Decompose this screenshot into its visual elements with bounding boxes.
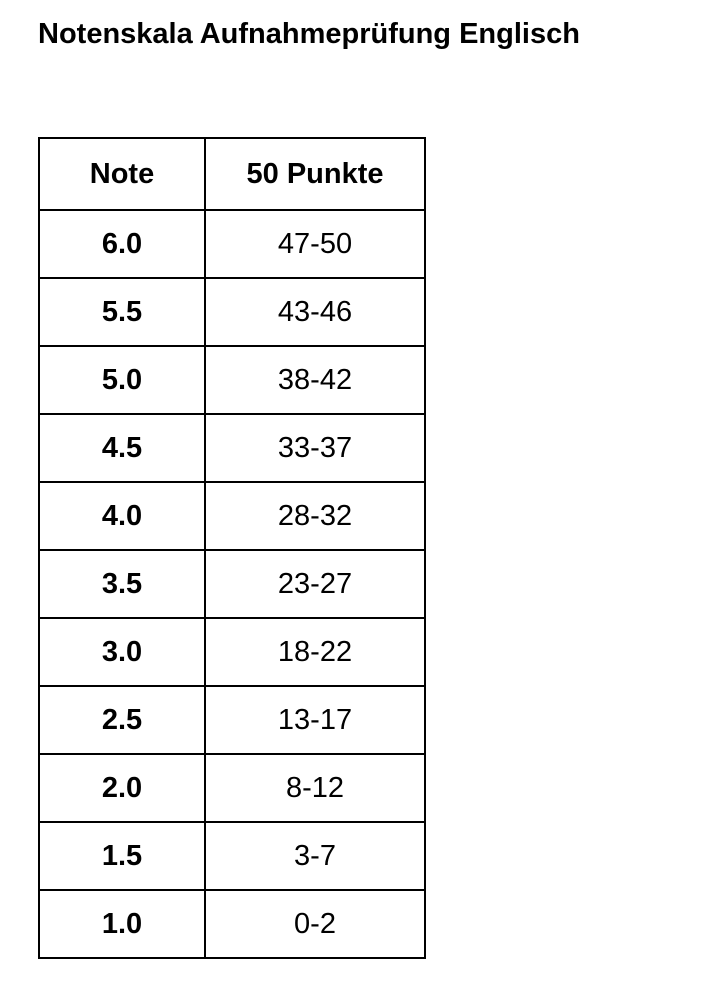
table-row: 3.5 23-27 [38, 549, 426, 619]
grade-cell: 3.0 [38, 617, 206, 687]
points-cell: 47-50 [204, 209, 426, 279]
points-cell: 13-17 [204, 685, 426, 755]
table-row: 4.0 28-32 [38, 481, 426, 551]
points-cell: 23-27 [204, 549, 426, 619]
table-row: 1.5 3-7 [38, 821, 426, 891]
header-note: Note [38, 137, 206, 211]
table-row: 1.0 0-2 [38, 889, 426, 959]
points-cell: 3-7 [204, 821, 426, 891]
table-row: 5.5 43-46 [38, 277, 426, 347]
page-title: Notenskala Aufnahmeprüfung Englisch [38, 18, 580, 50]
grade-cell: 2.0 [38, 753, 206, 823]
grade-table: Note 50 Punkte 6.0 47-50 5.5 43-46 5.0 38-42 4… [38, 137, 426, 959]
grade-cell: 4.5 [38, 413, 206, 483]
points-cell: 18-22 [204, 617, 426, 687]
points-cell: 38-42 [204, 345, 426, 415]
points-cell: 43-46 [204, 277, 426, 347]
points-cell: 0-2 [204, 889, 426, 959]
grade-cell: 5.0 [38, 345, 206, 415]
table-row: 6.0 47-50 [38, 209, 426, 279]
table-row: 2.5 13-17 [38, 685, 426, 755]
grade-cell: 5.5 [38, 277, 206, 347]
grade-cell: 2.5 [38, 685, 206, 755]
points-cell: 28-32 [204, 481, 426, 551]
header-points: 50 Punkte [204, 137, 426, 211]
table-header-row: Note 50 Punkte [38, 137, 426, 211]
points-cell: 33-37 [204, 413, 426, 483]
table-row: 5.0 38-42 [38, 345, 426, 415]
table-row: 3.0 18-22 [38, 617, 426, 687]
grade-cell: 3.5 [38, 549, 206, 619]
points-cell: 8-12 [204, 753, 426, 823]
grade-cell: 6.0 [38, 209, 206, 279]
grade-cell: 4.0 [38, 481, 206, 551]
table-row: 2.0 8-12 [38, 753, 426, 823]
grade-cell: 1.0 [38, 889, 206, 959]
grade-cell: 1.5 [38, 821, 206, 891]
table-row: 4.5 33-37 [38, 413, 426, 483]
